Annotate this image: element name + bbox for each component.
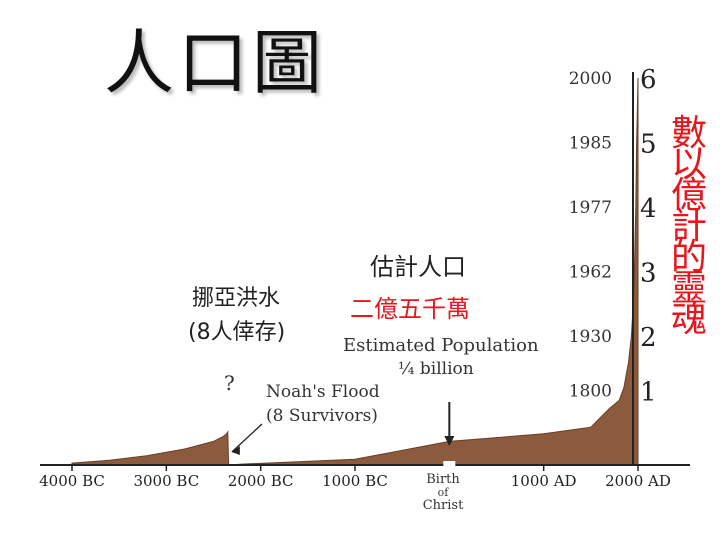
flood-arrowhead — [231, 446, 240, 455]
vertical-char: 數 — [670, 113, 707, 154]
milestone-year-label: 1800 — [569, 382, 612, 402]
milestone-year-label: 2000 — [569, 69, 612, 89]
x-tick-label: 3000 BC — [133, 472, 199, 490]
noahs-flood-label: Noah's Flood — [266, 382, 380, 402]
vertical-char: 的 — [670, 237, 707, 278]
page-title: 人口圖 — [104, 22, 326, 104]
milestone-year-label: 1977 — [569, 198, 612, 218]
x-tick-label: 1000 BC — [322, 472, 388, 490]
vertical-char: 魂 — [670, 299, 707, 340]
vertical-char: 計 — [670, 206, 707, 247]
x-tick-label: 4000 BC — [39, 472, 105, 490]
milestone-billion-label: 3 — [640, 259, 657, 289]
birth-of-christ-label: Birth of Christ — [421, 473, 465, 512]
quarter-billion-label: ¼ billion — [398, 359, 474, 379]
flood-label-zh-1: 挪亞洪水 — [192, 286, 281, 311]
estimated-population-label: Estimated Population — [343, 335, 539, 356]
vertical-red-caption: 數 以 億 計 的 靈 魂 — [664, 113, 714, 340]
flood-pointer-arrow — [231, 423, 263, 453]
milestone-billion-label: 6 — [640, 65, 657, 95]
estimate-label-zh-2: 二億五千萬 — [350, 295, 470, 323]
milestone-year-label: 1985 — [569, 134, 612, 154]
birth-of-christ-line-1: Birth — [426, 472, 460, 487]
birth-notch — [443, 461, 456, 469]
question-mark: ? — [224, 371, 235, 395]
milestone-billion-label: 5 — [640, 130, 657, 160]
flood-label-zh-2: (8人倖存) — [188, 320, 286, 345]
birth-arrowhead — [444, 436, 455, 446]
milestone-billion-label: 2 — [640, 323, 657, 353]
birth-of-christ-line-3: Christ — [422, 498, 464, 513]
x-tick-label: 1000 AD — [511, 472, 577, 490]
population-area — [71, 77, 639, 466]
milestone-year-label: 1930 — [569, 327, 612, 347]
milestone-year-label: 1962 — [569, 263, 612, 283]
milestone-billion-label: 1 — [640, 378, 657, 408]
milestone-billion-label: 4 — [640, 194, 657, 224]
estimate-label-zh-1: 估計人口 — [370, 253, 466, 281]
x-tick-label: 2000 BC — [228, 472, 294, 490]
vertical-char: 億 — [670, 175, 707, 216]
vertical-char: 以 — [670, 144, 707, 185]
vertical-char: 靈 — [670, 268, 707, 309]
x-tick-label: 2000 AD — [605, 472, 671, 490]
birth-of-christ-line-2: of — [437, 486, 449, 499]
eight-survivors-label: (8 Survivors) — [266, 406, 378, 426]
